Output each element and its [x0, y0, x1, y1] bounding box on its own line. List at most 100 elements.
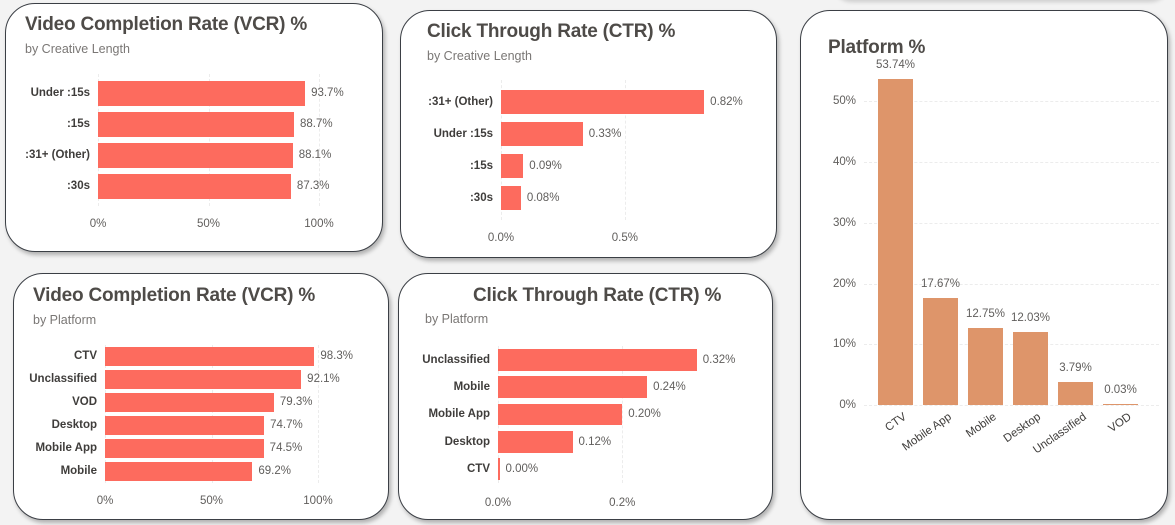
data-label: 88.7%	[300, 118, 333, 131]
bar-row[interactable]: Mobile 0.24%	[454, 376, 703, 399]
column-bar[interactable]	[1013, 331, 1048, 405]
x-axis-tick: 0.5%	[611, 232, 638, 244]
data-label: 0.12%	[578, 435, 612, 448]
column-bar[interactable]	[1103, 404, 1138, 405]
bar[interactable]	[105, 370, 302, 389]
bar[interactable]	[105, 347, 315, 366]
bar-row[interactable]: Unclassified 0.32%	[422, 348, 735, 371]
bar-row[interactable]: Under :15s 93.7%	[31, 80, 344, 107]
x-axis-tick: 100%	[303, 495, 333, 507]
data-label: 87.3%	[296, 180, 330, 193]
category-label: Desktop	[1001, 411, 1044, 446]
bar[interactable]	[501, 153, 524, 179]
bar[interactable]	[498, 430, 573, 453]
y-axis-tick: 30%	[832, 216, 856, 229]
data-label: 12.75%	[965, 307, 1006, 320]
bar-row[interactable]: :15s 0.09%	[470, 153, 724, 179]
bar[interactable]	[498, 376, 648, 399]
data-label: 0.03%	[1104, 384, 1137, 396]
category-label: CTV	[882, 411, 909, 435]
data-label: 3.79%	[1059, 361, 1092, 374]
y-axis-tick: 20%	[832, 277, 856, 290]
bar[interactable]	[498, 348, 697, 371]
bar-row[interactable]: CTV 98.3%	[74, 347, 353, 366]
data-label: 88.1%	[298, 149, 332, 162]
bar-row[interactable]: Mobile 69.2%	[61, 462, 318, 481]
x-axis-tick: 50%	[196, 218, 221, 230]
bar[interactable]	[501, 185, 521, 211]
bar[interactable]	[498, 458, 500, 481]
gridline	[622, 346, 624, 483]
bar-row[interactable]: Unclassified 92.1%	[29, 370, 340, 389]
category-label: Under :15s	[433, 127, 493, 140]
gridline	[98, 74, 99, 206]
bar[interactable]	[105, 416, 265, 435]
ctr-by-platform-card[interactable]: Click Through Rate (CTR) % by Platform 0…	[398, 273, 773, 520]
category-label: Desktop	[51, 419, 97, 432]
x-axis-tick: 100%	[304, 218, 334, 230]
category-label: Mobile	[963, 411, 999, 441]
column-bar[interactable]	[1058, 381, 1093, 405]
bar[interactable]	[105, 439, 264, 458]
column-bar[interactable]	[968, 327, 1003, 405]
bar-row[interactable]: CTV 0.00%	[467, 458, 703, 481]
bar-row[interactable]: :15s 88.7%	[67, 111, 333, 138]
gridline	[208, 74, 210, 206]
card-title: Video Completion Rate (VCR) %	[33, 285, 316, 306]
data-label: 79.3%	[279, 396, 313, 409]
data-label: 53.74%	[875, 58, 916, 71]
bar-row[interactable]: VOD 79.3%	[72, 393, 318, 412]
data-label: 17.67%	[920, 277, 961, 290]
bar-row[interactable]: Mobile App 74.5%	[35, 439, 318, 458]
bar-row[interactable]: Mobile App 0.20%	[428, 403, 703, 426]
card-subtitle: by Creative Length	[25, 42, 130, 56]
category-label: VOD	[72, 396, 97, 409]
bar-plot-area: 0.0% 0.2% Unclassified 0.32% Mobile 0.24% Mobi…	[422, 346, 735, 509]
bar-row[interactable]: :31+ (Other) 88.1%	[25, 142, 331, 169]
bar[interactable]	[105, 462, 253, 481]
category-label: Mobile	[453, 381, 490, 394]
gridline	[864, 101, 1159, 103]
bar[interactable]	[98, 111, 295, 138]
data-label: 12.03%	[1010, 311, 1051, 324]
category-label: Mobile	[60, 465, 97, 478]
card-title: Platform %	[828, 37, 926, 58]
data-label: 0.20%	[628, 408, 661, 421]
bar-plot-area: 0% 50% 100% CTV 98.3% Unclassified 92.1% VOD 79.…	[29, 345, 353, 507]
column-bar[interactable]	[878, 78, 913, 405]
column-bar[interactable]	[923, 297, 958, 405]
ctr-by-creative-length-card[interactable]: Click Through Rate (CTR) % by Creative L…	[400, 10, 777, 258]
data-label: 74.7%	[270, 419, 303, 432]
vcr-by-platform-card[interactable]: Video Completion Rate (VCR) % by Platfor…	[13, 273, 389, 520]
bar-row[interactable]: :30s 0.08%	[470, 185, 724, 211]
x-axis-tick: 50%	[199, 495, 224, 507]
bar-row[interactable]: Desktop 74.7%	[52, 416, 318, 435]
category-label: VOD	[1106, 411, 1134, 436]
bar-row[interactable]: :31+ (Other) 0.82%	[428, 89, 743, 115]
category-label: Unclassified	[29, 373, 97, 386]
bar[interactable]	[98, 173, 291, 200]
platform-share-card[interactable]: Platform % 0% 10% 20% 30% 40% 50% 53.74% CTV 17.…	[800, 10, 1168, 520]
bar[interactable]	[105, 393, 274, 412]
gridline	[864, 283, 1159, 285]
category-label: :30s	[469, 191, 493, 204]
bar-row[interactable]: Under :15s 0.33%	[434, 121, 724, 147]
vcr-by-creative-length-card[interactable]: Video Completion Rate (VCR) % by Creativ…	[5, 3, 383, 252]
data-label: 0.24%	[653, 381, 686, 394]
bar-plot-area: 0.0% 0.5%:31+ (Other) 0.82% Under :15s 0.33%…	[428, 80, 743, 244]
bar[interactable]	[98, 80, 306, 107]
bar[interactable]	[498, 403, 623, 426]
data-label: 69.2%	[258, 465, 291, 478]
bar-row[interactable]: Desktop 0.12%	[445, 430, 703, 453]
card-subtitle: by Creative Length	[427, 49, 532, 63]
bar[interactable]	[501, 121, 583, 147]
gridline	[624, 80, 626, 220]
bar-row[interactable]: :30s 87.3%	[67, 173, 330, 200]
card-subtitle: by Platform	[33, 313, 97, 327]
bar[interactable]	[501, 89, 705, 115]
gridline	[319, 74, 320, 206]
data-label: 0.09%	[529, 159, 562, 172]
bar-plot-area: 0% 50% 100% Under :15s 93.7%:15s 88.7%:31+ (O…	[25, 74, 344, 230]
bar[interactable]	[98, 142, 293, 169]
data-label: 92.1%	[307, 373, 340, 386]
